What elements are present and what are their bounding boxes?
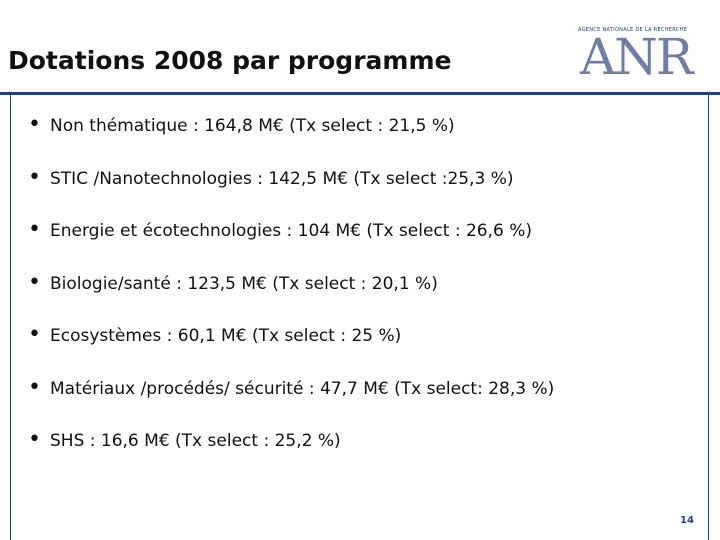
header-rule (0, 92, 720, 95)
bullet-item: Non thématique : 164,8 M€ (Tx select : 2… (20, 112, 554, 169)
bullet-item: Ecosystèmes : 60,1 M€ (Tx select : 25 %) (20, 322, 554, 379)
bullet-item: Energie et écotechnologies : 104 M€ (Tx … (20, 217, 554, 274)
right-border (708, 95, 709, 540)
left-border (10, 95, 11, 540)
bullet-item: STIC /Nanotechnologies : 142,5 M€ (Tx se… (20, 165, 554, 222)
bullet-item: SHS : 16,6 M€ (Tx select : 25,2 %) (20, 427, 554, 484)
title: Dotations 2008 par programme (8, 46, 452, 75)
logo-caption: AGENCE NATIONALE DE LA RECHERCHE (578, 27, 688, 33)
bullet-item: Biologie/santé : 123,5 M€ (Tx select : 2… (20, 270, 554, 327)
page-number: 14 (680, 515, 694, 526)
bullet-list: Non thématique : 164,8 M€ (Tx select : 2… (20, 112, 554, 484)
logo: ANR (580, 28, 694, 86)
bullet-item: Matériaux /procédés/ sécurité : 47,7 M€ … (20, 375, 554, 432)
